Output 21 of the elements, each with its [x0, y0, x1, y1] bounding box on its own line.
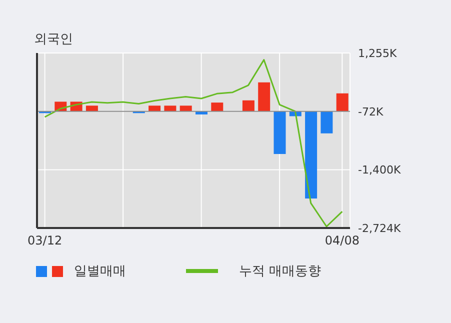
bar: [148, 106, 161, 112]
legend-label: 누적 매매동향: [239, 263, 322, 280]
bar: [180, 106, 192, 112]
bar: [320, 111, 333, 134]
y-tick-label: -72K: [358, 105, 384, 118]
chart-title: 외국인: [34, 31, 73, 48]
x-tick-label: 03/12: [28, 234, 62, 248]
bar: [211, 102, 224, 112]
bar: [336, 93, 348, 112]
line-series: [44, 59, 343, 228]
bar: [274, 111, 286, 154]
y-tick-label: -2,724K: [358, 222, 402, 235]
bar: [164, 106, 176, 112]
x-tick-label: 04/08: [324, 234, 360, 248]
bar: [305, 111, 318, 198]
bar: [86, 106, 98, 112]
bar: [242, 100, 254, 112]
legend-label: 일별매매: [74, 263, 126, 280]
y-tick-label: 1,255K: [358, 46, 398, 60]
y-tick-label: -1,400K: [358, 164, 402, 177]
bar: [258, 82, 270, 112]
